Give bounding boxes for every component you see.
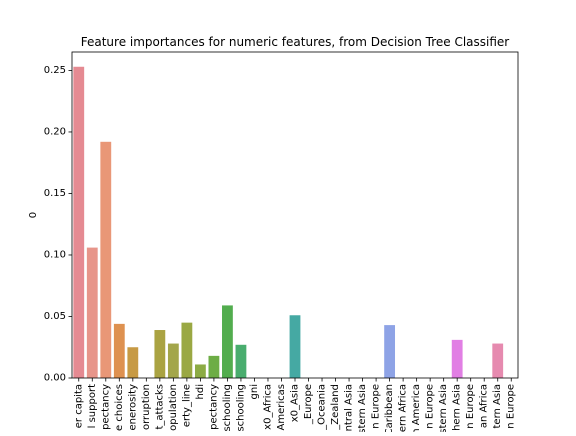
bar-0 <box>73 66 85 378</box>
x-tick-label: l support <box>87 384 98 428</box>
bar-7 <box>167 343 179 378</box>
x-tick-label: hern Asia <box>452 384 463 431</box>
bar-31 <box>492 343 504 378</box>
x-tick-label: n America <box>411 384 422 432</box>
x-tick-label: x0_Asia <box>290 384 301 422</box>
x-axis: er capita l support pectancy e choices enero… <box>73 378 517 435</box>
bar-16 <box>289 315 301 378</box>
x-tick-label: n Europe <box>506 384 517 429</box>
bar-10 <box>208 355 220 378</box>
x-tick-label: t_attacks <box>154 384 165 430</box>
bar-8 <box>181 322 193 378</box>
y-axis: 0.00 0.05 0.10 0.15 0.20 0.25 <box>44 65 72 384</box>
chart-title: Feature importances for numeric features… <box>81 35 510 49</box>
bar-11 <box>222 305 233 378</box>
x-tick-label: erty_line <box>181 384 192 427</box>
x-tick-label: opulation <box>168 384 179 431</box>
y-tick-label: 0.05 <box>44 311 66 322</box>
x-tick-label: er capita <box>73 384 84 428</box>
bar-28 <box>451 339 463 378</box>
bar-3 <box>113 323 125 378</box>
y-tick-label: 0.15 <box>44 188 66 199</box>
x-tick-label: an Africa <box>479 384 490 428</box>
x-tick-label: gni <box>249 384 260 399</box>
x-tick-label: stern Asia <box>357 384 368 432</box>
x-tick-label: n Europe <box>465 384 476 429</box>
bar-12 <box>235 344 247 378</box>
bar-4 <box>127 347 139 378</box>
x-tick-label: _Oceania <box>317 384 328 431</box>
y-tick-label: 0.25 <box>44 65 66 76</box>
x-tick-label: pectancy <box>100 384 111 430</box>
bar-2 <box>100 141 112 378</box>
y-tick-label: 0.00 <box>44 373 66 384</box>
x-tick-label: e choices <box>114 384 125 431</box>
x-tick-label: n Europe <box>371 384 382 429</box>
x-tick-label: ern Africa <box>398 384 409 432</box>
bar-6 <box>154 330 166 378</box>
x-tick-label: pectancy <box>208 384 219 430</box>
bar-1 <box>86 247 98 378</box>
x-tick-label: Caribbean <box>384 384 395 432</box>
bar-9 <box>194 364 206 378</box>
x-tick-label: enerosity <box>127 384 138 431</box>
x-tick-label: _Europe <box>303 384 314 425</box>
bars-group <box>73 66 504 378</box>
x-tick-label: tern Asia <box>492 384 503 428</box>
x-tick-label: schooling <box>235 384 246 432</box>
y-tick-label: 0.20 <box>44 126 66 137</box>
x-tick-label: _Zealand <box>330 384 341 431</box>
x-tick-label: stern Asia <box>438 384 449 432</box>
x-tick-label: x0_Africa <box>262 384 273 430</box>
bar-23 <box>384 325 396 378</box>
x-tick-label: hdi <box>195 384 206 399</box>
x-tick-label: schooling <box>222 384 233 432</box>
plot-frame <box>71 51 519 379</box>
x-tick-label: orruption <box>141 384 152 430</box>
x-tick-label: Americas <box>276 384 287 430</box>
y-axis-label: 0 <box>28 212 39 218</box>
x-tick-label: ntral Asia <box>344 384 355 431</box>
y-tick-label: 0.10 <box>44 249 66 260</box>
x-tick-label: n Europe <box>425 384 436 429</box>
